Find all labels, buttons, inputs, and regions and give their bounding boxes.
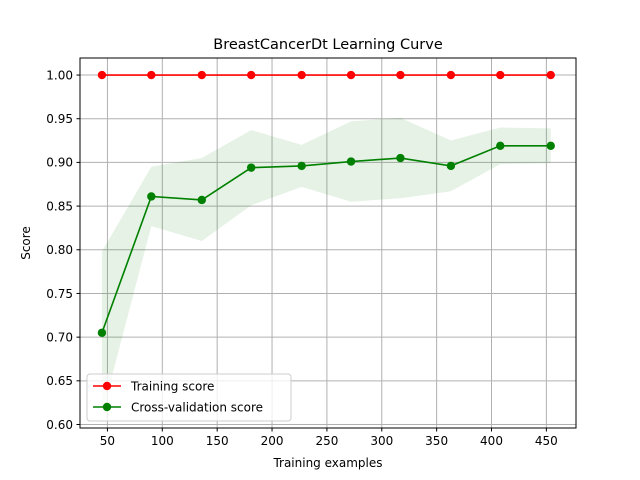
data-point-training xyxy=(297,70,306,80)
y-tick-label: 0.65 xyxy=(46,374,73,388)
data-point-training xyxy=(197,70,207,80)
x-tick-label: 200 xyxy=(261,434,284,448)
x-tick-label: 150 xyxy=(206,434,229,448)
data-point-training xyxy=(97,70,107,80)
data-point-cross-validation xyxy=(496,141,505,151)
data-point-training xyxy=(346,70,356,80)
y-axis-title: Score xyxy=(19,226,33,260)
legend-label: Training score xyxy=(130,379,214,393)
data-point-training xyxy=(147,70,156,80)
y-tick-label: 0.95 xyxy=(46,112,73,126)
y-tick-label: 1.00 xyxy=(46,68,73,82)
y-tick-label: 0.60 xyxy=(46,418,73,432)
data-point-cross-validation xyxy=(396,153,405,163)
y-tick-label: 0.90 xyxy=(46,156,73,170)
plot-area: 50 100 150 200 250 300 350 400 450 0.60 0.65 0.70 0.… xyxy=(46,57,577,448)
data-point-cross-validation xyxy=(246,163,256,172)
x-tick-label: 450 xyxy=(535,434,558,448)
x-tick-label: 50 xyxy=(100,434,115,448)
data-point-cross-validation xyxy=(97,328,107,337)
data-point-training xyxy=(246,70,256,80)
legend-marker xyxy=(102,402,112,412)
chart-title: BreastCancerDt Learning Curve xyxy=(213,37,443,53)
series-line-cross-validation xyxy=(101,145,551,334)
series-group xyxy=(97,70,555,415)
y-tick-label: 0.85 xyxy=(46,199,73,213)
legend-box xyxy=(86,373,292,422)
data-point-cross-validation xyxy=(297,161,306,171)
y-tick-label: 0.70 xyxy=(46,330,73,344)
legend: Training score Cross-validation score xyxy=(86,373,292,422)
data-point-cross-validation xyxy=(197,195,207,205)
data-point-cross-validation xyxy=(346,157,356,166)
x-tick-label: 100 xyxy=(151,434,174,448)
data-point-training xyxy=(446,70,456,80)
axes-frame xyxy=(79,57,577,429)
x-tick-label: 300 xyxy=(370,434,393,448)
x-tick-label: 250 xyxy=(315,434,338,448)
x-tick-label: 400 xyxy=(480,434,503,448)
legend-marker xyxy=(102,381,112,391)
data-point-cross-validation xyxy=(147,192,156,201)
y-tick-label: 0.75 xyxy=(46,287,73,301)
x-tick-label: 350 xyxy=(425,434,448,448)
y-tick-label: 0.80 xyxy=(46,243,73,257)
x-axis-title: Training examples xyxy=(272,456,382,470)
data-point-training xyxy=(546,70,555,80)
legend-label: Cross-validation score xyxy=(131,400,263,414)
data-point-training xyxy=(396,70,405,80)
data-point-cross-validation xyxy=(446,161,456,171)
data-point-cross-validation xyxy=(546,141,555,151)
data-point-training xyxy=(496,70,505,80)
